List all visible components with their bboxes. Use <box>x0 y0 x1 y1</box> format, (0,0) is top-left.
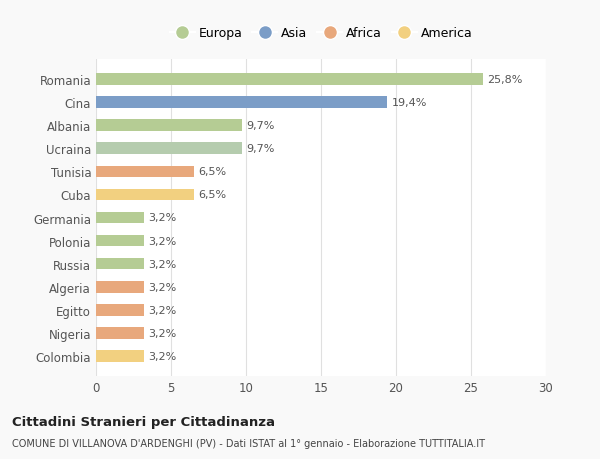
Text: 6,5%: 6,5% <box>198 167 226 177</box>
Text: 3,2%: 3,2% <box>149 213 177 223</box>
Bar <box>96 74 483 85</box>
Bar <box>96 143 241 155</box>
Legend: Europa, Asia, Africa, America: Europa, Asia, Africa, America <box>167 25 475 43</box>
Bar <box>96 97 387 109</box>
Bar <box>96 166 193 178</box>
Text: 25,8%: 25,8% <box>487 75 523 85</box>
Text: 3,2%: 3,2% <box>149 259 177 269</box>
Bar <box>96 189 193 201</box>
Text: 3,2%: 3,2% <box>149 328 177 338</box>
Text: 3,2%: 3,2% <box>149 351 177 361</box>
Text: 19,4%: 19,4% <box>392 98 427 108</box>
Text: 3,2%: 3,2% <box>149 236 177 246</box>
Text: 3,2%: 3,2% <box>149 282 177 292</box>
Bar <box>96 351 144 362</box>
Text: 9,7%: 9,7% <box>246 144 274 154</box>
Text: COMUNE DI VILLANOVA D'ARDENGHI (PV) - Dati ISTAT al 1° gennaio - Elaborazione TU: COMUNE DI VILLANOVA D'ARDENGHI (PV) - Da… <box>12 438 485 448</box>
Text: 9,7%: 9,7% <box>246 121 274 131</box>
Bar <box>96 327 144 339</box>
Bar <box>96 258 144 270</box>
Bar <box>96 235 144 247</box>
Bar <box>96 212 144 224</box>
Text: 6,5%: 6,5% <box>198 190 226 200</box>
Bar <box>96 281 144 293</box>
Text: Cittadini Stranieri per Cittadinanza: Cittadini Stranieri per Cittadinanza <box>12 415 275 428</box>
Text: 3,2%: 3,2% <box>149 305 177 315</box>
Bar <box>96 120 241 132</box>
Bar <box>96 304 144 316</box>
